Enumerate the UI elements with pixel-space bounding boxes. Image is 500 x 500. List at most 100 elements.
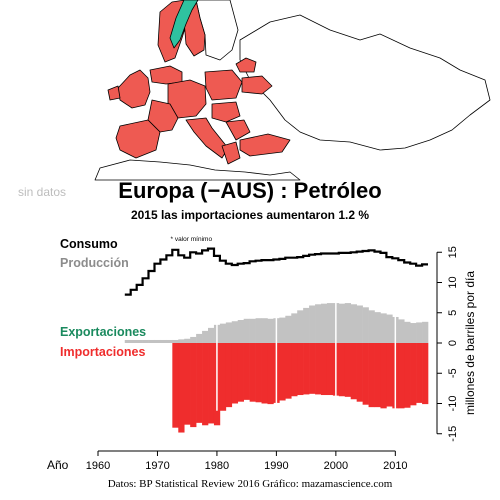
min-value-annotation: * valor mínimo [171, 236, 213, 243]
europe-map [94, 0, 491, 181]
production-bar [160, 339, 167, 343]
production-bar [410, 323, 417, 343]
imports-bar [380, 343, 387, 409]
map-region [185, 117, 229, 159]
imports-bar [309, 343, 316, 394]
production-bar [303, 307, 310, 343]
map-region [204, 69, 243, 101]
imports-bar [243, 343, 250, 400]
production-bar [249, 318, 256, 343]
x-tick-label: 2000 [324, 460, 348, 472]
production-bar [404, 321, 411, 343]
y-tick-label: 15 [447, 246, 459, 258]
imports-bar [350, 343, 357, 400]
map-region [117, 69, 151, 109]
production-bar [362, 307, 369, 343]
x-tick-label: 2010 [383, 460, 407, 472]
production-bars [124, 303, 429, 343]
imports-bar [261, 343, 268, 404]
production-bar [243, 318, 250, 343]
production-bar [374, 312, 381, 343]
map-region [235, 57, 257, 73]
y-tick-label: -10 [447, 396, 459, 412]
imports-bar [326, 343, 334, 396]
production-bar [279, 317, 286, 343]
production-bar [130, 339, 137, 343]
production-bar [261, 318, 268, 343]
production-bar [225, 322, 233, 343]
imports-bar [386, 343, 393, 407]
legend-production: Producción [60, 256, 129, 270]
production-bar [422, 321, 429, 343]
production-bar [416, 322, 423, 343]
imports-bar [338, 343, 346, 397]
imports-bar [231, 343, 239, 404]
production-bar [196, 333, 203, 343]
imports-bar [285, 343, 292, 399]
map-land-africa [94, 159, 301, 181]
production-bar [202, 330, 209, 343]
imports-bar [297, 343, 304, 396]
production-bar [154, 339, 161, 343]
imports-bar [219, 343, 227, 411]
production-bar [297, 310, 304, 343]
x-axis-label: Año [47, 458, 69, 472]
imports-bar [172, 343, 179, 428]
imports-bar [374, 343, 381, 408]
production-bar [124, 339, 132, 343]
x-axis: 1960 1970 1980 1990 2000 2010 [86, 450, 408, 472]
map-region [149, 65, 183, 85]
imports-bar [196, 343, 203, 423]
map-exporter-norway [169, 0, 199, 49]
imports-bar [202, 343, 209, 426]
imports-bar [178, 343, 185, 433]
map-land-east [239, 14, 491, 151]
x-tick-label: 1980 [205, 460, 229, 472]
production-bar [231, 321, 239, 343]
production-bar [190, 336, 197, 343]
y-tick-label: 0 [447, 340, 459, 346]
map-importers [107, 0, 291, 165]
production-bar [338, 303, 346, 343]
production-bar [172, 339, 179, 343]
imports-bar [315, 343, 322, 395]
imports-bar [267, 343, 274, 405]
x-tick-label: 1990 [264, 460, 288, 472]
map-region [221, 141, 241, 165]
imports-bar [416, 343, 423, 403]
imports-bar [344, 343, 352, 397]
imports-bar [249, 343, 256, 402]
chart-title: Europa (−AUS) : Petróleo [118, 178, 382, 203]
y-tick-label: -5 [447, 368, 459, 378]
consumption-line [124, 247, 428, 296]
production-bar [237, 320, 244, 343]
production-bar [285, 315, 292, 343]
imports-bar [291, 343, 298, 397]
imports-bar [255, 343, 262, 403]
production-bar [344, 303, 352, 343]
imports-bar [410, 343, 417, 406]
production-bar [309, 305, 316, 343]
imports-bar [356, 343, 363, 402]
production-bar [208, 327, 215, 343]
production-bar [315, 304, 322, 343]
production-bar [291, 313, 298, 343]
data-credit: Datos: BP Statistical Review 2016 Gráfic… [107, 478, 393, 490]
production-bar [184, 338, 191, 343]
no-data-legend: sin datos [18, 185, 67, 199]
map-region [107, 85, 121, 101]
production-bar [178, 339, 185, 343]
production-bar [320, 303, 328, 343]
legend-imports: Importaciones [60, 345, 146, 359]
legend-consumption: Consumo [60, 237, 118, 251]
production-bar [136, 339, 143, 343]
map-region [241, 75, 273, 95]
map-region [225, 119, 251, 141]
production-bar [166, 339, 173, 343]
production-bar [142, 339, 149, 343]
imports-bar [190, 343, 197, 428]
map-region [211, 101, 241, 123]
imports-bar [362, 343, 369, 405]
production-bar [350, 304, 357, 343]
